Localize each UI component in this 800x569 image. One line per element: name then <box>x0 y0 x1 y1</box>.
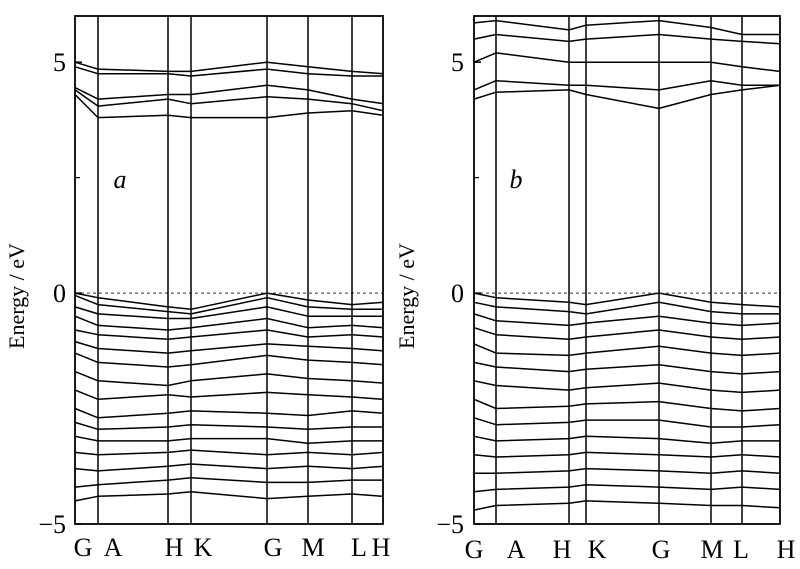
x-tick-label-A: A <box>507 535 526 564</box>
panel-label: a <box>114 165 127 194</box>
conduction-band-line-5 <box>473 84 781 110</box>
valence-band-line-13 <box>74 449 384 456</box>
conduction-band-line-3 <box>473 52 781 73</box>
y-axis-label: Energy / eV <box>4 243 29 349</box>
conduction-band-line-2 <box>473 33 781 45</box>
valence-band-line-3 <box>74 306 383 320</box>
conduction-band-line-1 <box>473 19 780 36</box>
x-tick-label-M: M <box>700 535 723 564</box>
valence-band-line-3 <box>473 313 781 327</box>
valence-band-line-7 <box>74 352 384 368</box>
x-tick-label-K: K <box>588 535 607 564</box>
valence-band-line-1 <box>74 292 384 311</box>
x-tick-label-G: G <box>652 535 671 564</box>
y-tick-label: 5 <box>53 48 66 77</box>
valence-band-line-10 <box>473 435 780 444</box>
valence-band-line-11 <box>74 421 383 431</box>
valence-band-line-2 <box>74 294 383 315</box>
x-tick-label-M: M <box>301 533 324 562</box>
plot-frame <box>74 15 384 525</box>
conduction-band-line-2 <box>74 66 383 77</box>
x-tick-label-L: L <box>733 535 749 564</box>
y-tick-label: −5 <box>436 510 464 539</box>
valence-band-line-9 <box>473 417 781 428</box>
x-tick-label-H: H <box>372 533 391 562</box>
valence-band-line-6 <box>74 340 384 354</box>
x-tick-label-H: H <box>165 533 184 562</box>
valence-band-line-4 <box>74 315 384 331</box>
valence-band-line-5 <box>74 329 384 341</box>
valence-band-line-7 <box>473 380 781 394</box>
y-axis-label: Energy / eV <box>394 243 419 349</box>
valence-band-line-16 <box>74 490 384 502</box>
y-tick-label: −5 <box>38 510 66 539</box>
valence-band-line-2 <box>473 301 780 315</box>
valence-band-line-4 <box>473 326 781 341</box>
valence-band-line-9 <box>74 389 384 401</box>
y-tick-label: 0 <box>451 279 464 308</box>
valence-band-line-14 <box>74 463 384 472</box>
y-tick-label: 0 <box>53 279 66 308</box>
valence-band-line-12 <box>74 435 383 444</box>
valence-band-line-11 <box>473 451 781 458</box>
valence-band-line-6 <box>473 361 781 375</box>
panel-label: b <box>510 165 523 194</box>
valence-band-line-1 <box>473 292 781 308</box>
x-tick-label-G: G <box>74 533 93 562</box>
y-tick-label: 5 <box>451 48 464 77</box>
conduction-band-line-5 <box>74 93 384 119</box>
valence-band-line-8 <box>74 370 384 387</box>
conduction-band-line-4 <box>74 89 384 112</box>
valence-band-line-14 <box>473 500 781 511</box>
plot-frame <box>473 15 781 525</box>
x-tick-label-K: K <box>194 533 213 562</box>
valence-band-line-5 <box>473 343 781 357</box>
x-tick-label-H: H <box>553 535 572 564</box>
x-tick-label-L: L <box>351 533 367 562</box>
valence-band-line-13 <box>473 483 781 493</box>
x-tick-label-A: A <box>104 533 123 562</box>
valence-band-line-10 <box>74 407 384 419</box>
x-tick-label-G: G <box>465 535 484 564</box>
x-tick-label-H: H <box>777 535 796 564</box>
x-tick-label-G: G <box>264 533 283 562</box>
conduction-band-line-3 <box>74 84 384 105</box>
valence-band-line-15 <box>74 477 383 488</box>
valence-band-line-8 <box>473 398 781 412</box>
valence-band-line-12 <box>474 467 781 474</box>
conduction-band-line-4 <box>473 79 780 91</box>
conduction-band-line-1 <box>74 61 384 75</box>
